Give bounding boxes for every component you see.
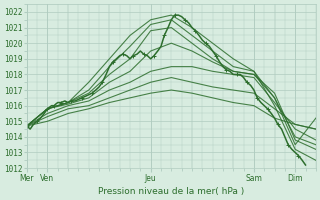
X-axis label: Pression niveau de la mer( hPa ): Pression niveau de la mer( hPa ): [98, 187, 244, 196]
